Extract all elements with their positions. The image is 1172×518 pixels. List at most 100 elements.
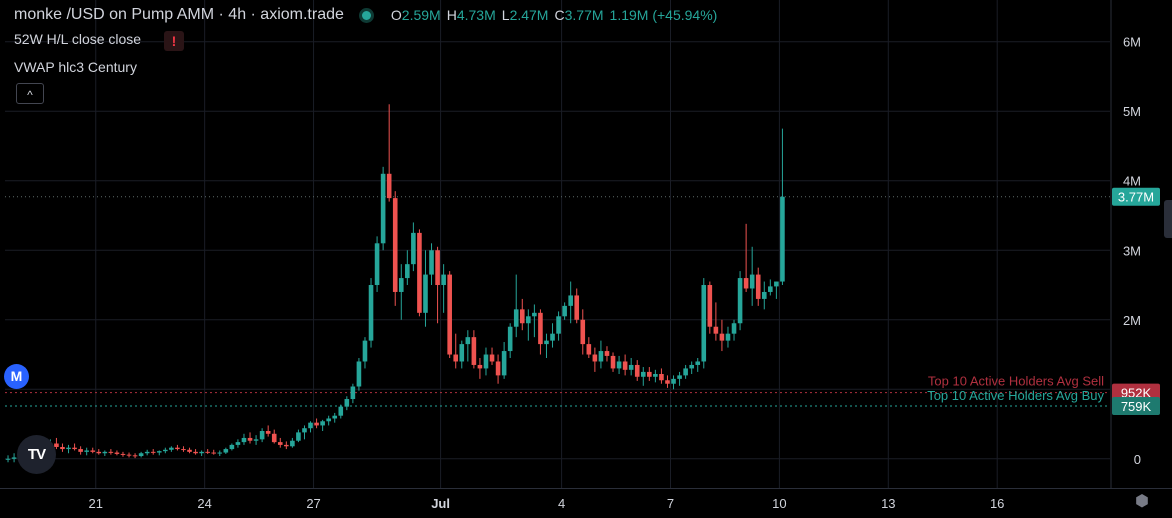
candle-body (544, 340, 549, 345)
chevron-up-icon[interactable]: ^ (16, 83, 44, 104)
candle-body (568, 295, 573, 306)
candle-body (108, 451, 114, 453)
time-tick-label: 13 (881, 496, 895, 511)
candle-body (719, 333, 725, 341)
candle-body (417, 232, 422, 313)
candle-body (665, 380, 670, 384)
candle-body (501, 351, 507, 376)
candle-body (774, 281, 779, 287)
candle-body (507, 326, 513, 352)
candle-body (132, 455, 138, 457)
candle-body (362, 340, 368, 362)
indicator-vwap[interactable]: VWAP hlc3 Century (14, 59, 137, 75)
last-price-badge-bg (1112, 187, 1160, 206)
candle-body (368, 285, 374, 341)
candle-body (235, 442, 241, 445)
candle-body (11, 457, 17, 459)
indicator-52w-hl[interactable]: 52W H/L close close (14, 31, 142, 47)
ohlc-key: O (390, 7, 402, 23)
ohlc-value: 3.77M (564, 7, 604, 23)
candle-body (247, 437, 253, 441)
candle-body (229, 444, 235, 450)
candle-body (725, 333, 731, 341)
candle-body (54, 443, 59, 447)
candle-body (271, 433, 277, 443)
candle-body (592, 354, 598, 362)
candle-body (60, 446, 65, 450)
candle-body (477, 364, 483, 369)
candle-body (241, 437, 247, 443)
candle-body (284, 444, 289, 447)
candle-body (465, 337, 471, 345)
candle-body (175, 447, 180, 450)
candle-body (392, 198, 398, 292)
candle-body (205, 451, 210, 453)
candle-body (211, 452, 217, 454)
candle-body (78, 449, 83, 452)
candle-body (72, 447, 77, 450)
warning-icon[interactable]: ! (164, 31, 184, 51)
time-axis[interactable]: 21 24 27 Jul 4 7 10 13 16 (89, 496, 1005, 511)
candle-body (66, 447, 71, 450)
candle-body (701, 285, 707, 362)
candle-body (677, 375, 682, 379)
candle-body (181, 449, 186, 451)
ohlc-value: 4.73M (456, 7, 496, 23)
candle-body (96, 451, 102, 454)
candle-body (743, 278, 749, 289)
candle-body (435, 250, 440, 286)
candle-body (671, 378, 676, 384)
candle-body (187, 449, 192, 452)
candle-body (640, 371, 646, 377)
grid-lines (0, 0, 1172, 489)
candle-body (302, 428, 307, 433)
candle-body (120, 453, 126, 455)
buy-level-badge: 759K (1121, 399, 1152, 414)
candle-body (344, 399, 350, 407)
candle-body (761, 291, 767, 299)
marker-badge[interactable]: M (4, 364, 29, 389)
candle-body (441, 274, 446, 286)
symbol-title[interactable]: monke /USD on Pump AMM · 4h · axiom.trad… (14, 6, 344, 23)
candle-body (398, 278, 404, 292)
candle-body (532, 312, 537, 317)
ohlc-item: L2.47M (502, 7, 549, 23)
candle-body (737, 278, 743, 324)
candle-body (731, 323, 737, 334)
candle-body (610, 355, 616, 369)
ohlc-key: C (554, 7, 565, 23)
candle-body (84, 450, 89, 452)
time-tick-label: 27 (306, 496, 320, 511)
time-tick-label: 21 (89, 496, 103, 511)
candle-body (526, 316, 531, 324)
candle-body (423, 274, 428, 313)
candle-body (338, 406, 344, 416)
candle-body (411, 232, 416, 265)
candles (5, 104, 785, 463)
candle-body (114, 452, 120, 454)
candle-body (483, 354, 489, 369)
ohlc-key: L (501, 7, 510, 23)
tradingview-logo[interactable]: TV (17, 435, 56, 474)
candle-body (755, 274, 761, 299)
candle-body (550, 333, 555, 341)
gear-icon[interactable]: ⬢ (1135, 493, 1149, 510)
candle-body (489, 354, 495, 362)
level-label: Top 10 Active Holders Avg Sell (928, 374, 1104, 389)
ohlc-value: 2.47M (509, 7, 549, 23)
ohlc-value: 2.59M (401, 7, 441, 23)
candle-body (223, 449, 229, 453)
candle-body (695, 361, 701, 365)
candle-body (659, 373, 664, 381)
candle-body (453, 354, 459, 362)
ohlc-item: H4.73M (447, 7, 496, 23)
candle-body (574, 295, 580, 320)
candle-body (459, 344, 465, 362)
price-scale-handle[interactable] (1164, 200, 1172, 238)
candle-body (332, 415, 338, 419)
candle-body (277, 442, 283, 445)
time-tick-label: 16 (990, 496, 1004, 511)
